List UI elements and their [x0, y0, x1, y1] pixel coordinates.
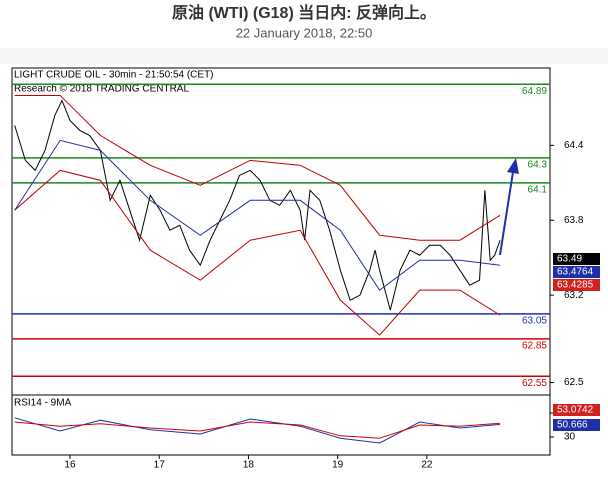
- chart-title: LIGHT CRUDE OIL - 30min - 21:50:54 (CET): [14, 70, 214, 81]
- level-label: 64.1: [528, 184, 548, 195]
- x-tick-label: 17: [154, 460, 166, 471]
- rsi-last-label: 50.666: [557, 420, 588, 431]
- series-line: [14, 139, 501, 291]
- x-tick-label: 22: [421, 460, 433, 471]
- last-price-label: 63.4764: [557, 267, 594, 278]
- x-tick-label: 19: [332, 460, 344, 471]
- last-price-label-box: [553, 266, 600, 278]
- x-tick-label: 16: [64, 460, 76, 471]
- y-tick-label: 63.8: [564, 215, 584, 226]
- series-line: [14, 99, 501, 311]
- last-price-label-box: [553, 253, 600, 265]
- level-label: 64.89: [522, 86, 547, 97]
- rsi-panel: [11, 394, 551, 456]
- y-tick-label: 64.4: [564, 140, 584, 151]
- last-price-label: 63.4285: [557, 280, 594, 291]
- level-label: 62.85: [522, 340, 547, 351]
- y-tick-label: 63.2: [564, 290, 584, 301]
- page-title: 原油 (WTI) (G18) 当日内: 反弹向上。: [172, 3, 436, 22]
- price-panel: [11, 67, 551, 396]
- series-line: [14, 417, 501, 444]
- rsi-tick-label: 30: [564, 432, 576, 443]
- rsi-last-label-box: [553, 419, 600, 431]
- last-price-label: 63.49: [557, 254, 582, 265]
- page-subtitle: 22 January 2018, 22:50: [236, 25, 373, 40]
- chart-subtitle: Research © 2018 TRADING CENTRAL: [14, 84, 189, 95]
- series-line: [14, 94, 501, 241]
- series-line: [14, 421, 501, 439]
- arrow: [499, 171, 514, 256]
- arrow-head: [507, 158, 519, 174]
- level-label: 63.05: [522, 316, 547, 327]
- rsi-last-label: 53.0742: [557, 405, 594, 416]
- header-band: [0, 48, 608, 64]
- series-line: [14, 169, 501, 336]
- level-label: 64.3: [528, 160, 548, 171]
- rsi-last-label-box: [553, 404, 600, 416]
- level-label: 62.55: [522, 378, 547, 389]
- last-price-label-box: [553, 279, 600, 291]
- x-tick-label: 18: [243, 460, 255, 471]
- y-tick-label: 62.5: [564, 377, 584, 388]
- rsi-title: RSI14 - 9MA: [14, 398, 72, 409]
